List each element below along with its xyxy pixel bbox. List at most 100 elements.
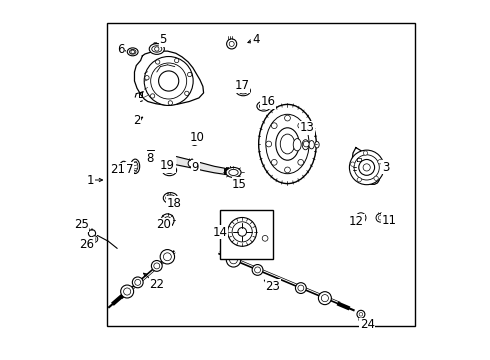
Circle shape [169,196,172,200]
Circle shape [121,285,134,298]
Circle shape [318,292,331,305]
Text: 15: 15 [232,178,247,191]
Circle shape [151,63,187,99]
Ellipse shape [152,46,162,52]
Circle shape [151,261,162,271]
Circle shape [160,249,174,264]
Circle shape [226,253,241,267]
Text: 7: 7 [126,163,134,176]
Circle shape [354,155,379,180]
Circle shape [132,277,143,288]
Circle shape [357,310,365,318]
Ellipse shape [119,161,128,176]
Polygon shape [139,92,143,97]
Text: 21: 21 [110,163,124,176]
Ellipse shape [239,87,248,94]
Polygon shape [352,148,380,184]
Ellipse shape [121,164,126,173]
Circle shape [285,167,291,173]
Ellipse shape [276,128,299,160]
Circle shape [229,41,234,46]
Circle shape [188,160,196,167]
Circle shape [164,217,171,224]
Circle shape [150,94,155,98]
Bar [220,210,273,259]
Circle shape [193,139,197,143]
Circle shape [241,89,245,93]
Circle shape [298,285,304,291]
Ellipse shape [226,167,241,177]
Text: 23: 23 [265,280,280,293]
Ellipse shape [163,193,178,203]
Ellipse shape [166,195,175,201]
Circle shape [363,151,368,155]
Circle shape [154,263,160,269]
Circle shape [188,72,192,77]
Circle shape [298,123,304,129]
Text: 9: 9 [192,161,199,174]
Text: 12: 12 [349,215,364,228]
Text: 3: 3 [382,161,389,174]
Circle shape [174,58,179,63]
Circle shape [255,267,261,273]
Circle shape [228,217,257,246]
Ellipse shape [165,167,174,174]
Text: 10: 10 [190,131,205,144]
Ellipse shape [259,103,268,109]
Text: 16: 16 [261,95,276,108]
Circle shape [232,222,252,242]
Circle shape [271,123,277,129]
Text: 1: 1 [86,174,94,186]
Text: 22: 22 [149,278,164,291]
Ellipse shape [257,102,270,111]
Circle shape [357,177,362,182]
Ellipse shape [293,139,301,151]
Ellipse shape [315,141,319,148]
Circle shape [356,213,366,223]
Circle shape [376,213,385,222]
Text: 13: 13 [299,121,315,134]
Circle shape [159,71,179,91]
Text: 26: 26 [79,238,94,251]
Circle shape [155,60,160,64]
Ellipse shape [149,44,164,54]
Ellipse shape [302,140,309,150]
Circle shape [349,150,384,185]
Circle shape [295,283,306,293]
Text: 20: 20 [157,219,172,231]
Circle shape [144,57,193,105]
Ellipse shape [309,140,314,149]
Ellipse shape [229,169,238,175]
Text: 5: 5 [159,33,167,46]
Circle shape [227,39,237,49]
Circle shape [123,288,131,295]
Text: 6: 6 [117,43,124,56]
Circle shape [378,216,383,220]
Text: 4: 4 [252,33,260,46]
Text: 19: 19 [160,159,175,172]
Circle shape [359,159,374,175]
Text: 8: 8 [147,152,154,165]
Circle shape [358,215,364,220]
Circle shape [161,214,174,227]
Circle shape [262,235,268,241]
Bar [107,23,416,326]
Ellipse shape [129,49,136,54]
Ellipse shape [132,162,138,171]
Circle shape [321,294,328,302]
Circle shape [378,159,382,164]
Circle shape [88,230,96,237]
Ellipse shape [266,114,309,174]
Circle shape [363,164,370,171]
Circle shape [285,115,291,121]
Circle shape [168,101,172,105]
Circle shape [190,137,199,145]
Circle shape [145,76,149,80]
Circle shape [93,238,96,240]
Circle shape [91,236,98,242]
Circle shape [167,168,171,172]
Text: 18: 18 [167,197,181,210]
Ellipse shape [162,165,176,176]
Text: 14: 14 [212,226,227,239]
Circle shape [298,159,304,165]
